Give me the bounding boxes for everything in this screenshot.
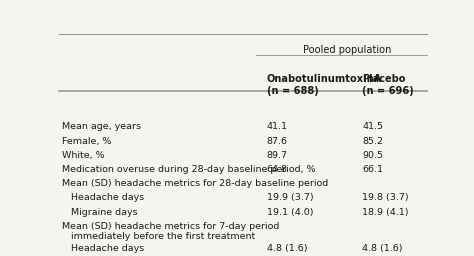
Text: White, %: White, %: [62, 151, 105, 160]
Text: 41.5: 41.5: [362, 122, 383, 131]
Text: 18.9 (4.1): 18.9 (4.1): [362, 208, 409, 217]
Text: 19.9 (3.7): 19.9 (3.7): [267, 193, 313, 202]
Text: 85.2: 85.2: [362, 136, 383, 146]
Text: Pooled population: Pooled population: [302, 45, 391, 55]
Text: Headache days: Headache days: [62, 193, 145, 202]
Text: 89.7: 89.7: [267, 151, 288, 160]
Text: 19.1 (4.0): 19.1 (4.0): [267, 208, 313, 217]
Text: 66.1: 66.1: [362, 165, 383, 174]
Text: 4.8 (1.6): 4.8 (1.6): [362, 244, 403, 253]
Text: OnabotulinumtoxinA
(n = 688): OnabotulinumtoxinA (n = 688): [267, 74, 382, 96]
Text: 87.6: 87.6: [267, 136, 288, 146]
Text: Medication overuse during 28-day baseline period, %: Medication overuse during 28-day baselin…: [62, 165, 316, 174]
Text: 4.8 (1.6): 4.8 (1.6): [267, 244, 307, 253]
Text: 19.8 (3.7): 19.8 (3.7): [362, 193, 409, 202]
Text: 64.8: 64.8: [267, 165, 288, 174]
Text: 90.5: 90.5: [362, 151, 383, 160]
Text: Mean age, years: Mean age, years: [62, 122, 141, 131]
Text: 41.1: 41.1: [267, 122, 288, 131]
Text: Migraine days: Migraine days: [62, 208, 138, 217]
Text: Female, %: Female, %: [62, 136, 111, 146]
Text: Mean (SD) headache metrics for 7-day period
   immediately before the first trea: Mean (SD) headache metrics for 7-day per…: [62, 222, 280, 241]
Text: Mean (SD) headache metrics for 28-day baseline period: Mean (SD) headache metrics for 28-day ba…: [62, 179, 328, 188]
Text: Placebo
(n = 696): Placebo (n = 696): [362, 74, 414, 96]
Text: Headache days: Headache days: [62, 244, 145, 253]
